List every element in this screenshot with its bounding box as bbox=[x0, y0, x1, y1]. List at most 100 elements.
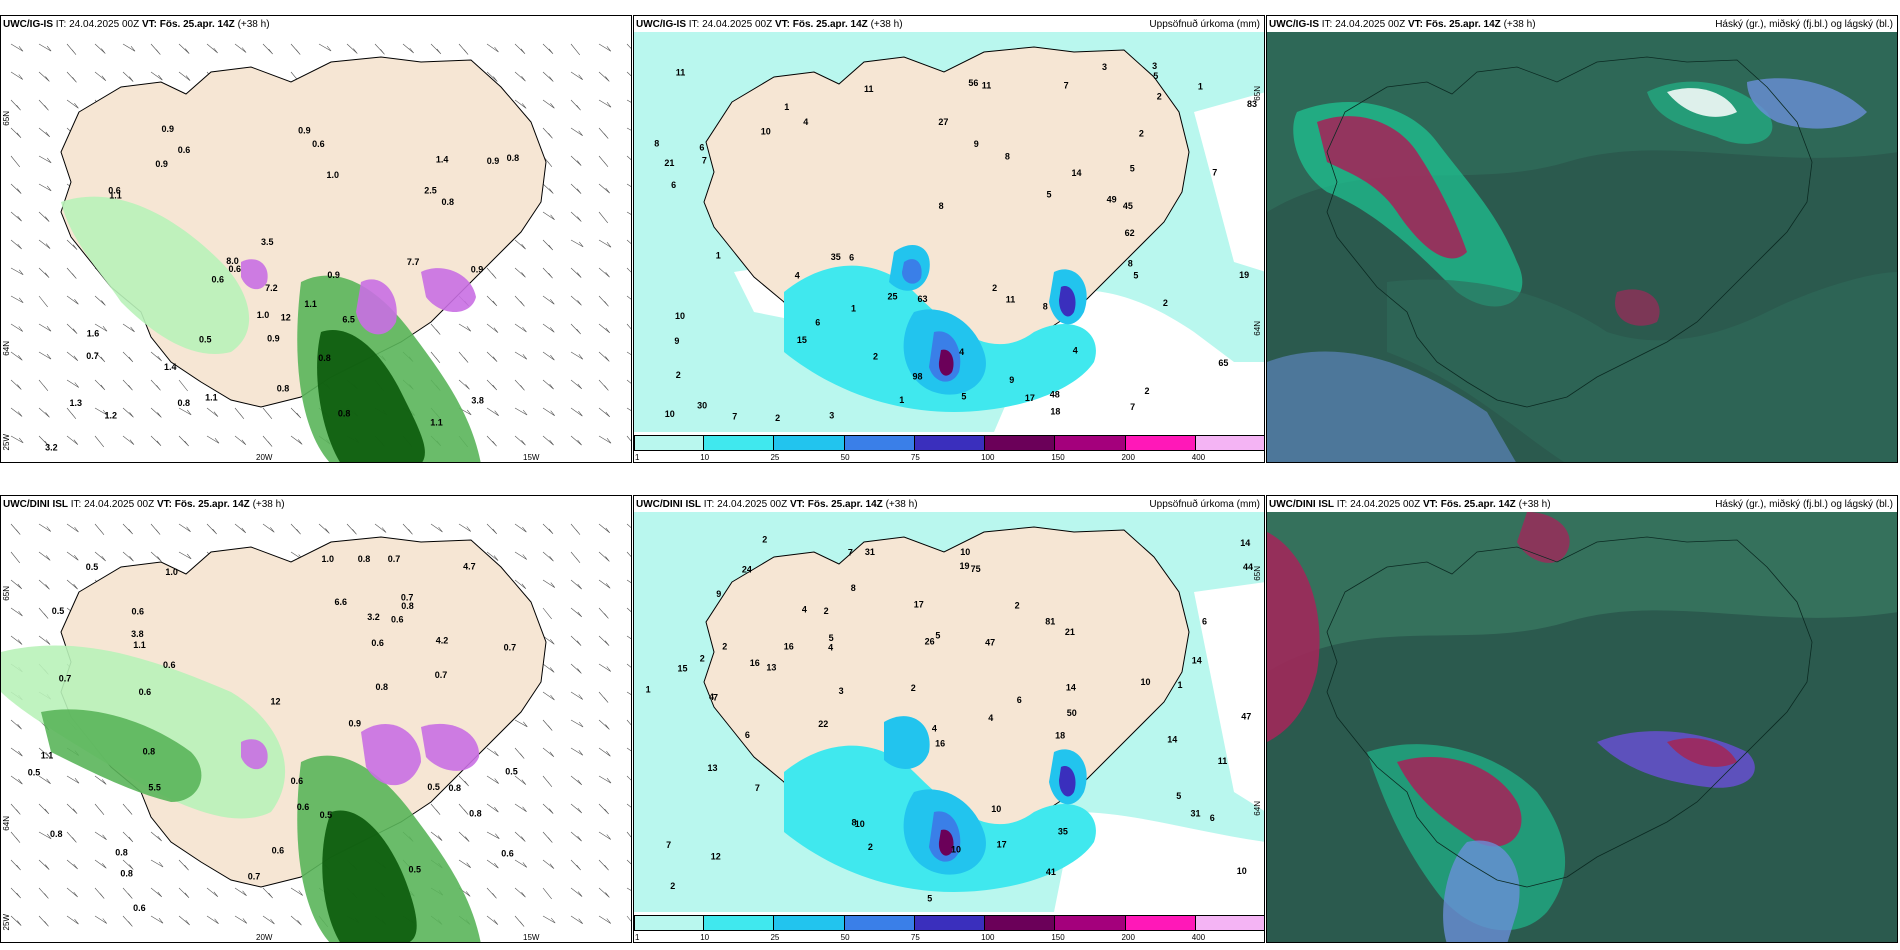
value-label: 0.8 bbox=[120, 868, 133, 878]
wind-barb bbox=[122, 43, 136, 52]
panel-right-title: Uppsöfnuð úrkoma (mm) bbox=[1149, 19, 1260, 30]
wind-barb bbox=[402, 43, 414, 54]
wind-barb bbox=[598, 579, 611, 589]
colorbar-label: 400 bbox=[1191, 933, 1206, 942]
value-label: 0.6 bbox=[163, 660, 176, 670]
wind-barb bbox=[570, 607, 583, 618]
colorbar-cell bbox=[1195, 915, 1264, 931]
wind-barb bbox=[178, 379, 188, 392]
wind-barb bbox=[66, 323, 78, 334]
wind-barb bbox=[346, 43, 358, 54]
value-label: 1.1 bbox=[430, 418, 443, 428]
wind-barb bbox=[430, 351, 441, 363]
value-label: 0.8 bbox=[376, 682, 389, 692]
value-label: 26 bbox=[925, 636, 935, 646]
value-label: 0.8 bbox=[338, 409, 351, 419]
wind-barb bbox=[122, 435, 135, 445]
vt-value: Fös. 25.apr. 14Z bbox=[792, 19, 868, 30]
wind-barb bbox=[10, 127, 22, 139]
wind-barb bbox=[94, 71, 107, 82]
wind-barb bbox=[178, 859, 189, 871]
wind-barb bbox=[514, 379, 525, 391]
wind-barb bbox=[10, 155, 21, 168]
wind-barb bbox=[598, 719, 610, 730]
value-label: 48 bbox=[1050, 390, 1060, 400]
value-label: 8 bbox=[654, 139, 659, 149]
wind-barb bbox=[66, 267, 77, 279]
colorbar-cell bbox=[985, 915, 1056, 931]
wind-barb bbox=[542, 435, 554, 446]
value-label: 12 bbox=[711, 852, 721, 862]
wind-barb bbox=[66, 859, 78, 870]
wind-barb bbox=[626, 691, 631, 695]
panel-header: UWC/IG-IS IT: 24.04.2025 00Z VT: Fös. 25… bbox=[636, 19, 903, 30]
wind-barb bbox=[10, 635, 23, 645]
it-value: 24.04.2025 00Z bbox=[1350, 499, 1421, 510]
wind-barb bbox=[94, 915, 108, 924]
wind-barb bbox=[514, 43, 526, 55]
wind-barb bbox=[430, 43, 442, 55]
value-label: 2 bbox=[1163, 298, 1168, 308]
value-label: 6 bbox=[699, 142, 704, 152]
value-label: 1 bbox=[1198, 82, 1203, 92]
wind-barb bbox=[10, 607, 23, 617]
wind-barb bbox=[542, 663, 555, 673]
model-name: UWC/IG-IS bbox=[3, 19, 53, 30]
wind-barb bbox=[150, 407, 162, 418]
wind-barb bbox=[234, 523, 247, 534]
value-label: 0.7 bbox=[388, 554, 401, 564]
panel-header: UWC/DINI ISL IT: 24.04.2025 00Z VT: Fös.… bbox=[3, 499, 285, 510]
wind-barb bbox=[458, 379, 470, 390]
wind-barb bbox=[626, 747, 631, 752]
wind-barb bbox=[626, 155, 631, 160]
value-label: 30 bbox=[697, 401, 707, 411]
value-label: 4 bbox=[932, 724, 937, 734]
wind-barb bbox=[290, 407, 302, 419]
colorbar-label: 150 bbox=[1051, 933, 1065, 942]
wind-barb bbox=[94, 295, 106, 306]
wind-barb bbox=[598, 127, 609, 139]
wind-barb bbox=[10, 719, 22, 730]
wind-barb bbox=[38, 183, 52, 192]
precip-colorbar: 1 10 25 50 75 100 150 200 400 bbox=[634, 435, 1264, 462]
wind-barb bbox=[570, 523, 581, 535]
colorbar-cell bbox=[774, 435, 845, 451]
cloud-map bbox=[1267, 32, 1897, 462]
coord-20w: 20W bbox=[256, 933, 273, 942]
wind-barb bbox=[598, 831, 612, 840]
wind-barb bbox=[486, 351, 498, 362]
wind-barb bbox=[626, 719, 631, 726]
wind-barb bbox=[122, 887, 133, 899]
wind-barb bbox=[38, 775, 51, 785]
panel-precip-dini: UWC/DINI ISL IT: 24.04.2025 00Z VT: Fös.… bbox=[633, 495, 1265, 943]
wind-barb-map: 0.80.60.60.60.80.80.60.50.50.60.50.60.70… bbox=[1, 523, 631, 942]
it-value: 24.04.2025 00Z bbox=[717, 499, 788, 510]
value-label: 0.8 bbox=[143, 747, 156, 757]
wind-barb bbox=[458, 323, 472, 332]
value-label: 7 bbox=[732, 412, 737, 422]
wind-barb bbox=[94, 887, 105, 899]
wind-shade-area bbox=[61, 196, 250, 354]
wind-barb bbox=[570, 915, 583, 924]
wind-barb bbox=[10, 379, 22, 390]
colorbar-label: 10 bbox=[700, 453, 710, 462]
value-label: 8 bbox=[1043, 301, 1048, 311]
value-label: 0.5 bbox=[28, 767, 41, 777]
colorbar-label: 1 bbox=[635, 453, 640, 462]
wind-barb bbox=[514, 99, 527, 109]
wind-barb bbox=[94, 323, 108, 332]
value-label: 3 bbox=[1102, 62, 1107, 72]
wind-barb bbox=[542, 859, 555, 869]
colorbar-label: 100 bbox=[981, 453, 995, 462]
value-label: 8 bbox=[851, 583, 856, 593]
value-label: 7 bbox=[702, 156, 707, 166]
wind-barb bbox=[514, 435, 526, 446]
wind-barb bbox=[626, 435, 631, 442]
value-label: 9 bbox=[716, 589, 721, 599]
value-label: 81 bbox=[1045, 617, 1055, 627]
value-label: 0.5 bbox=[505, 767, 518, 777]
wind-barb bbox=[486, 859, 499, 869]
value-label: 2 bbox=[676, 370, 681, 380]
value-label: 8 bbox=[939, 201, 944, 211]
